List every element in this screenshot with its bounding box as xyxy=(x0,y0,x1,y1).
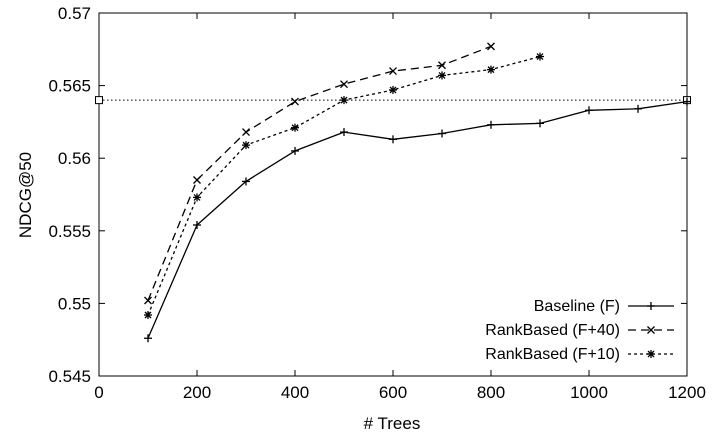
y-tick-label: 0.55 xyxy=(58,294,91,313)
series-1-point xyxy=(242,177,250,186)
series-3-point xyxy=(389,85,397,94)
series-1-point xyxy=(340,128,348,137)
series-3-point xyxy=(487,65,495,74)
series-2-point xyxy=(144,296,152,305)
series-2-point xyxy=(438,61,446,70)
legend-label: RankBased (F+40) xyxy=(485,322,620,339)
series-3-point xyxy=(242,141,250,150)
legend-marker xyxy=(647,350,655,358)
legend: Baseline (F) RankBased (F+40) RankBased (F… xyxy=(485,298,674,363)
series-2-point xyxy=(291,97,299,106)
series-1-point xyxy=(389,135,397,144)
series-group xyxy=(144,42,691,343)
series-3-point xyxy=(193,193,201,202)
axes: 0 200 400 600 800 1000 1200 0.545 0.55 0.555 0.56 0… xyxy=(48,4,705,402)
series-1-point xyxy=(487,120,495,129)
y-tick-label: 0.565 xyxy=(48,77,91,96)
x-tick-label: 1200 xyxy=(668,383,706,402)
series-1-point xyxy=(144,334,152,343)
series-2-point xyxy=(340,80,348,89)
x-axis-title: # Trees xyxy=(364,414,421,432)
y-tick-label: 0.545 xyxy=(48,367,91,386)
x-tick-label: 400 xyxy=(281,383,309,402)
series-1-point xyxy=(291,146,299,155)
y-tick-label: 0.56 xyxy=(58,149,91,168)
y-axis-title: NDCG@50 xyxy=(16,152,35,238)
series-line-3 xyxy=(147,55,541,316)
series-3-point xyxy=(536,52,544,61)
series-1-point xyxy=(438,129,446,138)
series-1-point xyxy=(536,119,544,128)
series-3-point xyxy=(340,96,348,105)
y-tick-label: 0.57 xyxy=(58,4,91,23)
x-tick-label: 0 xyxy=(94,383,103,402)
x-tick-label: 800 xyxy=(477,383,505,402)
series-2-point xyxy=(242,128,250,137)
x-tick-label: 600 xyxy=(379,383,407,402)
y-tick-label: 0.555 xyxy=(48,222,91,241)
series-3-point xyxy=(144,311,152,320)
series-1-point xyxy=(193,220,201,229)
reference-line-group xyxy=(95,96,691,105)
series-2-point xyxy=(193,176,201,184)
series-1-point xyxy=(683,97,691,106)
series-line-2 xyxy=(147,45,492,301)
series-1-point xyxy=(585,106,593,115)
series-3-point xyxy=(438,71,446,80)
series-line-1 xyxy=(147,100,688,339)
legend-marker xyxy=(647,326,655,334)
series-2-point xyxy=(389,67,397,76)
x-tick-label: 1000 xyxy=(570,383,608,402)
legend-label: Baseline (F) xyxy=(534,298,620,315)
legend-label: RankBased (F+10) xyxy=(485,346,620,363)
series-2-point xyxy=(487,42,495,51)
legend-marker xyxy=(647,302,655,310)
series-3-point xyxy=(291,123,299,132)
reference-marker xyxy=(95,96,103,105)
series-1-point xyxy=(634,104,642,113)
x-tick-label: 200 xyxy=(183,383,211,402)
